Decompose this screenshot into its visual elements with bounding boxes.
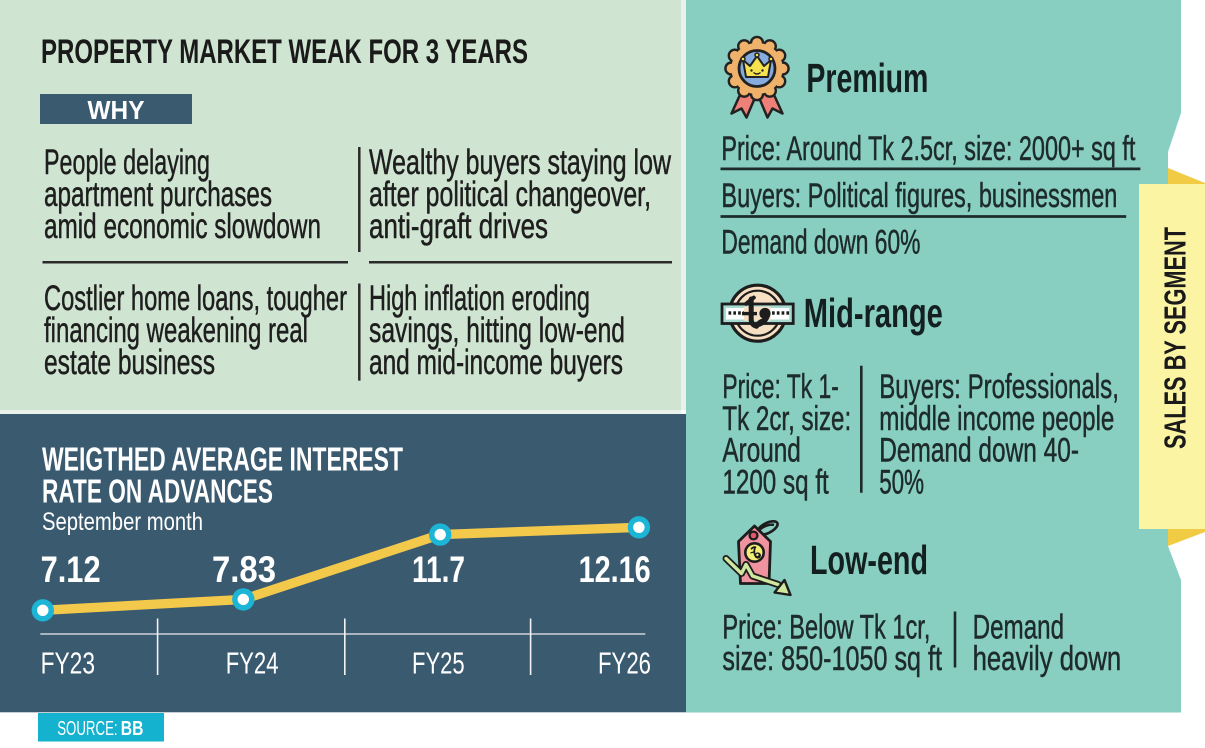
svg-text:savings, hitting low-end: savings, hitting low-end [369, 311, 625, 350]
svg-text:Low-end: Low-end [810, 537, 928, 583]
svg-text:WEIGTHED AVERAGE INTEREST: WEIGTHED AVERAGE INTEREST [42, 441, 403, 478]
svg-text:Buyers: Professionals,: Buyers: Professionals, [879, 368, 1119, 406]
svg-text:High inflation eroding: High inflation eroding [369, 279, 590, 318]
svg-text:FY26: FY26 [598, 646, 651, 681]
svg-text:Wealthy buyers staying low: Wealthy buyers staying low [369, 143, 672, 182]
svg-text:BB: BB [121, 717, 144, 740]
svg-text:Price: Tk 1-: Price: Tk 1- [722, 368, 839, 406]
svg-text:amid economic slowdown: amid economic slowdown [44, 207, 321, 246]
svg-text:FY25: FY25 [412, 646, 465, 681]
svg-text:size: 850-1050 sq ft: size: 850-1050 sq ft [722, 640, 942, 678]
svg-text:Costlier home loans, tougher: Costlier home loans, tougher [44, 279, 347, 318]
svg-text:WHY: WHY [88, 95, 145, 125]
svg-text:apartment purchases: apartment purchases [44, 175, 272, 214]
svg-text:Price: Around Tk 2.5cr, size:: Price: Around Tk 2.5cr, size: 2000+ sq f… [721, 130, 1135, 168]
svg-text:12.16: 12.16 [579, 549, 651, 590]
svg-text:People delaying: People delaying [44, 143, 210, 182]
svg-text:PROPERTY MARKET WEAK FOR 3 YEA: PROPERTY MARKET WEAK FOR 3 YEARS [41, 33, 528, 71]
svg-text:7.12: 7.12 [41, 549, 101, 590]
svg-text:Demand down 40-: Demand down 40- [879, 432, 1079, 470]
svg-text:1200 sq ft: 1200 sq ft [722, 463, 829, 501]
svg-text:September month: September month [42, 508, 203, 536]
svg-text:11.7: 11.7 [412, 549, 465, 590]
svg-text:Mid-range: Mid-range [804, 290, 943, 336]
svg-text:FY23: FY23 [41, 646, 95, 681]
svg-text:SOURCE:: SOURCE: [57, 717, 117, 740]
svg-text:FY24: FY24 [226, 646, 279, 681]
svg-text:Price: Below Tk 1cr,: Price: Below Tk 1cr, [722, 608, 930, 646]
svg-text:after political changeover,: after political changeover, [369, 175, 651, 214]
svg-text:middle income people: middle income people [879, 400, 1114, 438]
svg-text:Demand: Demand [973, 608, 1065, 646]
svg-text:financing weakening real: financing weakening real [44, 311, 308, 350]
svg-text:RATE ON ADVANCES: RATE ON ADVANCES [42, 473, 273, 510]
svg-text:SALES BY SEGMENT: SALES BY SEGMENT [1160, 227, 1193, 449]
svg-text:anti-graft drives: anti-graft drives [369, 207, 548, 246]
svg-text:50%: 50% [879, 463, 924, 501]
svg-text:Demand down 60%: Demand down 60% [721, 224, 920, 262]
svg-text:estate business: estate business [44, 343, 215, 382]
svg-text:Tk 2cr, size:: Tk 2cr, size: [722, 400, 851, 438]
svg-text:7.83: 7.83 [212, 549, 276, 590]
svg-text:heavily down: heavily down [973, 640, 1122, 678]
svg-text:Buyers: Political figures, bus: Buyers: Political figures, businessmen [721, 177, 1117, 215]
svg-text:Around: Around [722, 432, 800, 470]
svg-text:Premium: Premium [806, 55, 928, 101]
svg-text:and mid-income buyers: and mid-income buyers [369, 343, 623, 382]
